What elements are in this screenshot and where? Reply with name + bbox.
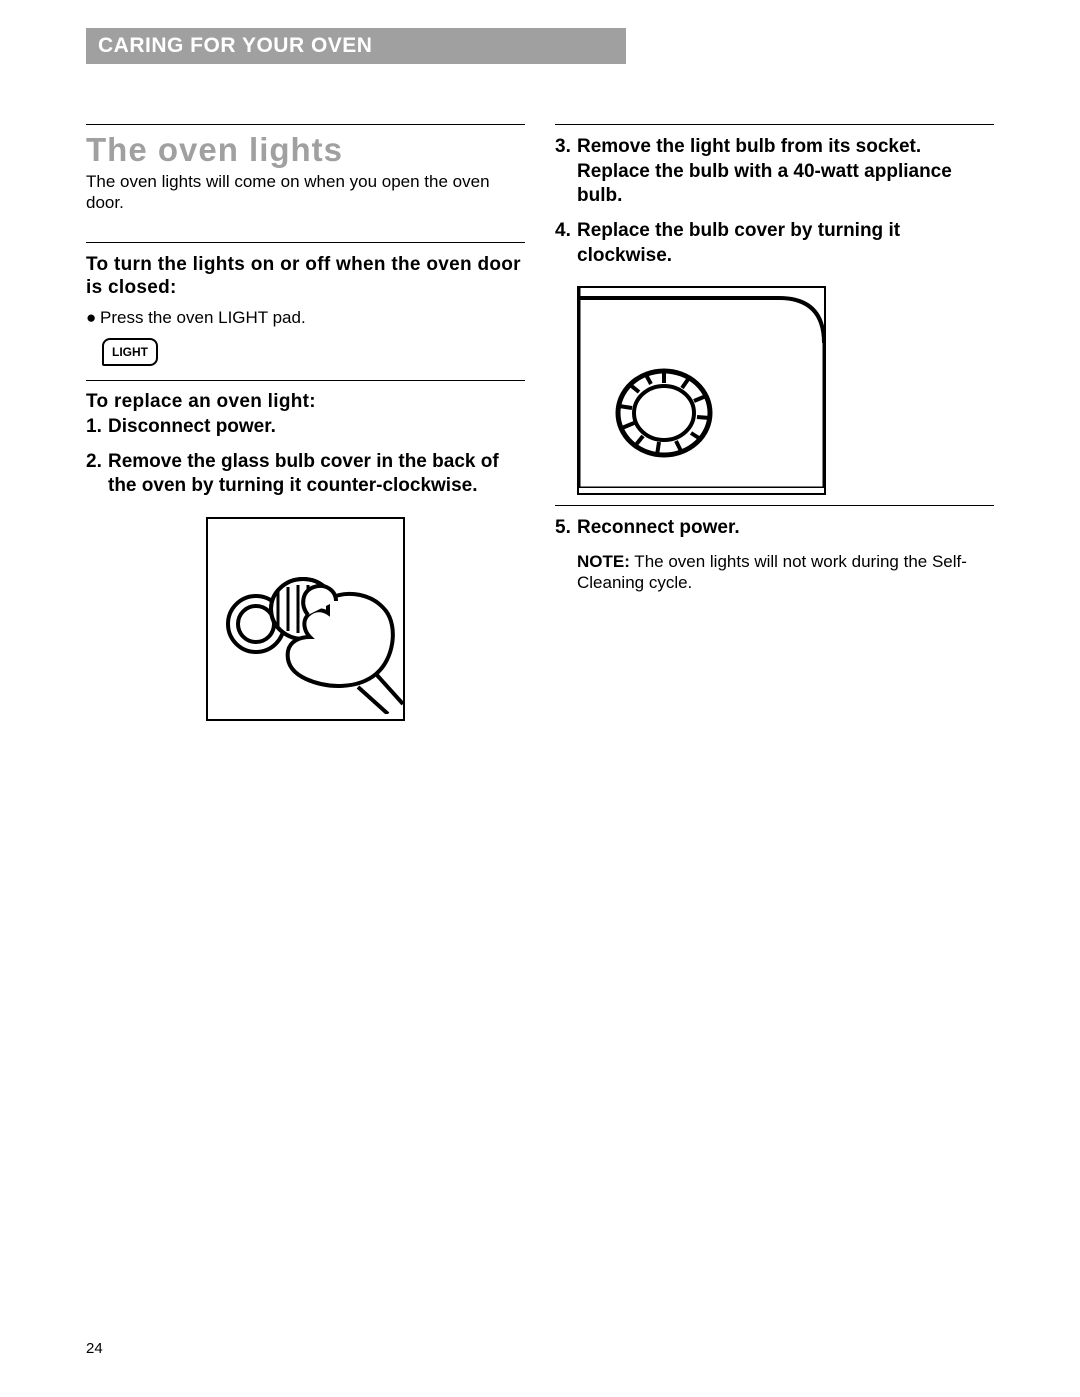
intro-text: The oven lights will come on when you op… bbox=[86, 171, 525, 214]
hand-removing-bulb-illustration bbox=[208, 519, 403, 714]
figure-box bbox=[577, 286, 826, 495]
left-column: The oven lights The oven lights will com… bbox=[86, 124, 525, 731]
step-text: Remove the glass bulb cover in the back … bbox=[108, 450, 525, 499]
content-columns: The oven lights The oven lights will com… bbox=[86, 124, 994, 731]
step-text: Remove the light bulb from its socket. R… bbox=[577, 135, 994, 209]
step-text: Replace the bulb cover by turning it clo… bbox=[577, 219, 994, 268]
step-text: Disconnect power. bbox=[108, 415, 525, 440]
page-number: 24 bbox=[86, 1340, 103, 1357]
sub-heading-lights: To turn the lights on or off when the ov… bbox=[86, 253, 525, 301]
figure-bulb-cover bbox=[577, 286, 994, 495]
step-number: 1. bbox=[86, 415, 108, 440]
step-4: 4. Replace the bulb cover by turning it … bbox=[555, 219, 994, 268]
rule bbox=[555, 124, 994, 125]
rule bbox=[86, 242, 525, 243]
step-number: 5. bbox=[555, 516, 577, 541]
light-pad-icon: LIGHT bbox=[102, 338, 158, 366]
light-pad-label: LIGHT bbox=[112, 345, 148, 359]
right-column: 3. Remove the light bulb from its socket… bbox=[555, 124, 994, 731]
rule bbox=[86, 380, 525, 381]
step-text: Reconnect power. bbox=[577, 516, 994, 541]
note-text: The oven lights will not work during the… bbox=[577, 552, 967, 592]
header-title: CARING FOR YOUR OVEN bbox=[98, 34, 372, 57]
section-title: The oven lights bbox=[86, 131, 525, 169]
figure-hand-bulb bbox=[86, 517, 525, 721]
step-number: 4. bbox=[555, 219, 577, 268]
step-number: 3. bbox=[555, 135, 577, 209]
figure-box bbox=[206, 517, 405, 721]
replace-heading: To replace an oven light: bbox=[86, 391, 525, 413]
step-5: 5. Reconnect power. bbox=[555, 516, 994, 541]
bullet-item: ●Press the oven LIGHT pad. bbox=[86, 308, 525, 328]
step-3: 3. Remove the light bulb from its socket… bbox=[555, 135, 994, 209]
note-label: NOTE: bbox=[577, 552, 630, 571]
bullet-text: Press the oven LIGHT pad. bbox=[100, 308, 306, 327]
rule bbox=[555, 505, 994, 506]
note: NOTE: The oven lights will not work duri… bbox=[577, 551, 994, 594]
bulb-cover-illustration bbox=[579, 288, 824, 488]
header-bar: CARING FOR YOUR OVEN bbox=[86, 28, 626, 64]
rule bbox=[86, 124, 525, 125]
step-2: 2. Remove the glass bulb cover in the ba… bbox=[86, 450, 525, 499]
step-number: 2. bbox=[86, 450, 108, 499]
step-1: 1. Disconnect power. bbox=[86, 415, 525, 440]
bullet-dot: ● bbox=[86, 308, 100, 328]
